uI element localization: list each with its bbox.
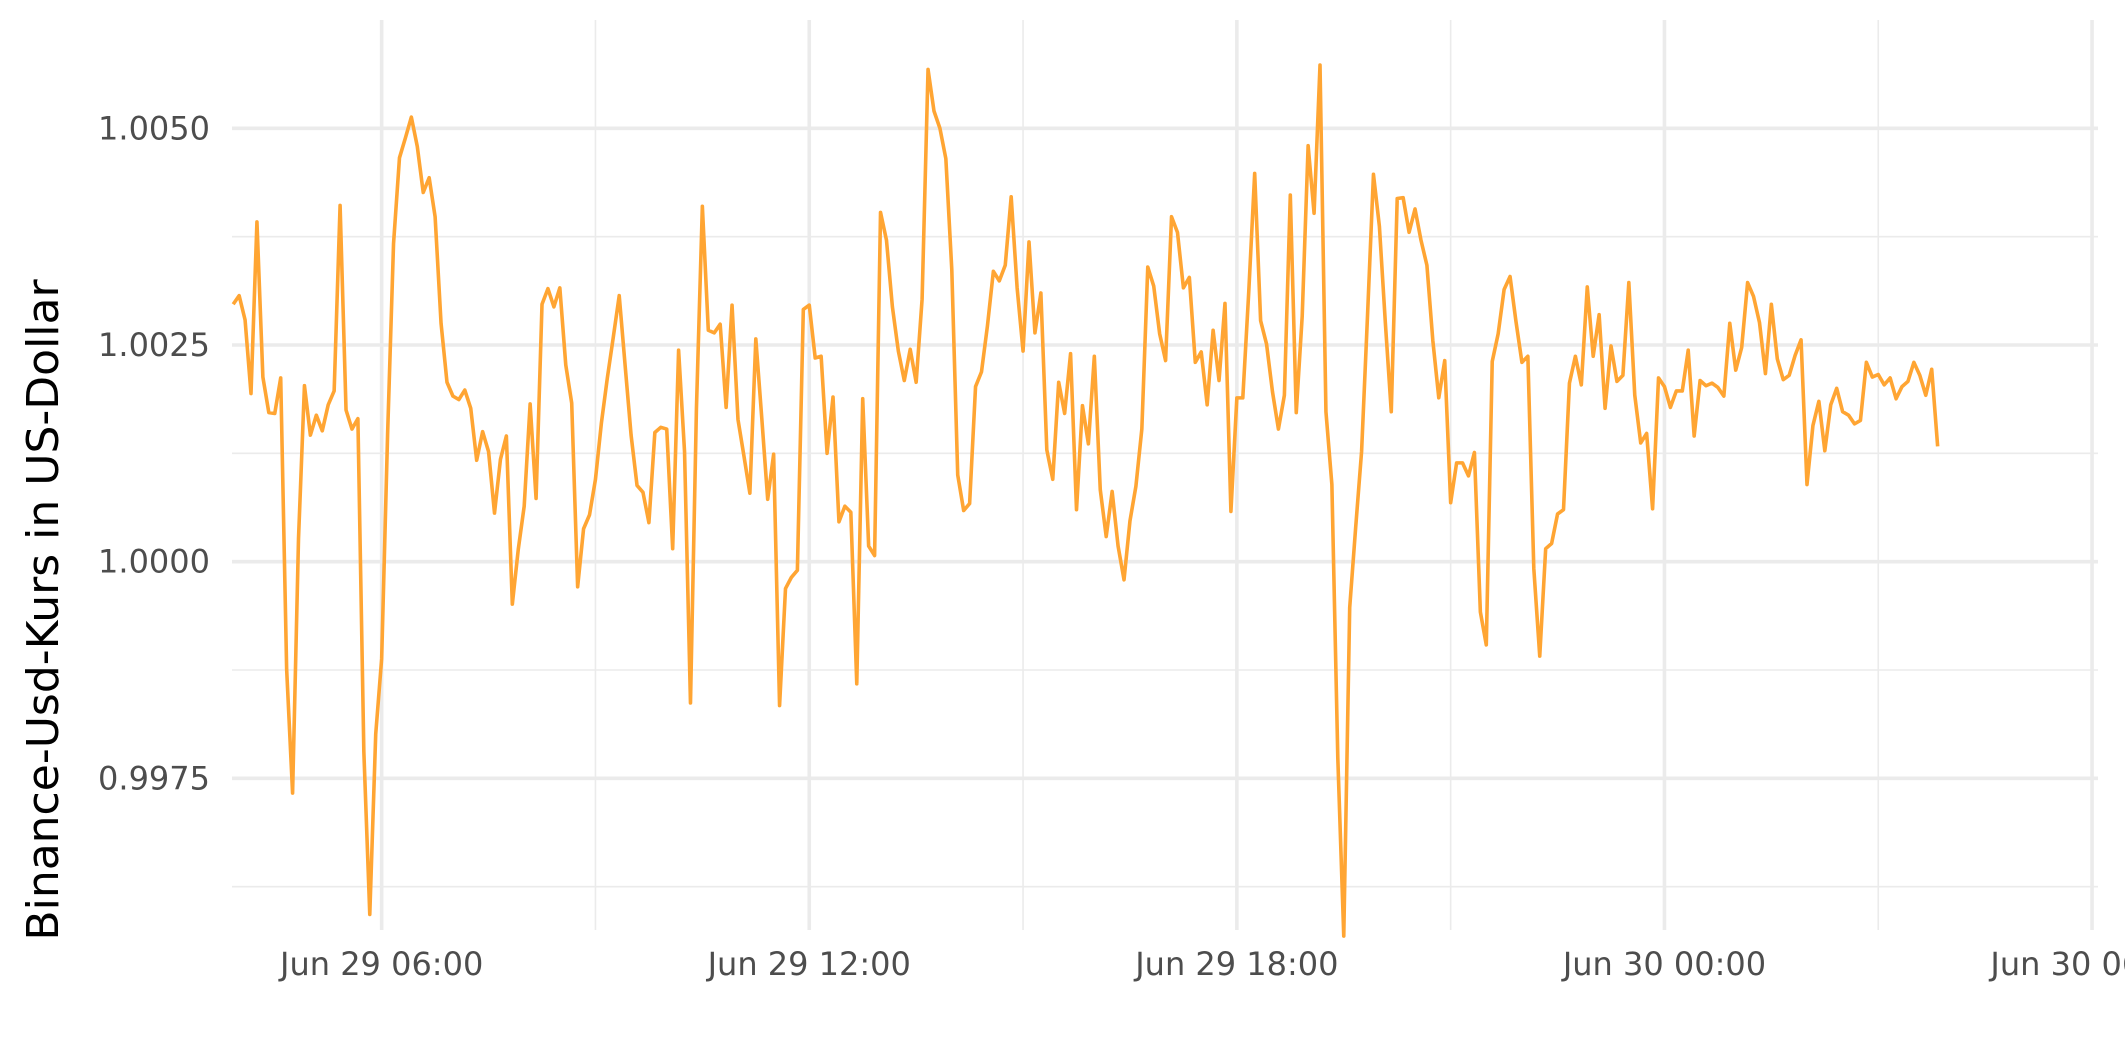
- y-tick-label: 0.9975: [98, 759, 210, 797]
- x-tick-label: Jun 29 12:00: [706, 945, 911, 983]
- y-tick-label: 1.0000: [98, 543, 210, 581]
- y-tick-label: 1.0050: [98, 109, 210, 147]
- series-line: [231, 63, 1940, 938]
- y-axis-title: Binance-Usd-Kurs in US-Dollar: [18, 279, 69, 941]
- major-gridlines: [232, 20, 2098, 930]
- x-tick-label: Jun 30 06:00: [1988, 945, 2125, 983]
- x-tick-label: Jun 29 18:00: [1133, 945, 1338, 983]
- x-tick-label: Jun 30 00:00: [1561, 945, 1766, 983]
- y-axis-tick-labels: 0.9975 1.0000 1.0025 1.0050: [98, 109, 210, 797]
- y-tick-label: 1.0025: [98, 326, 210, 364]
- x-axis-tick-labels: Jun 29 06:00 Jun 29 12:00 Jun 29 18:00 Jun …: [278, 945, 2125, 983]
- series-layer: [231, 63, 1940, 938]
- x-tick-label: Jun 29 06:00: [278, 945, 483, 983]
